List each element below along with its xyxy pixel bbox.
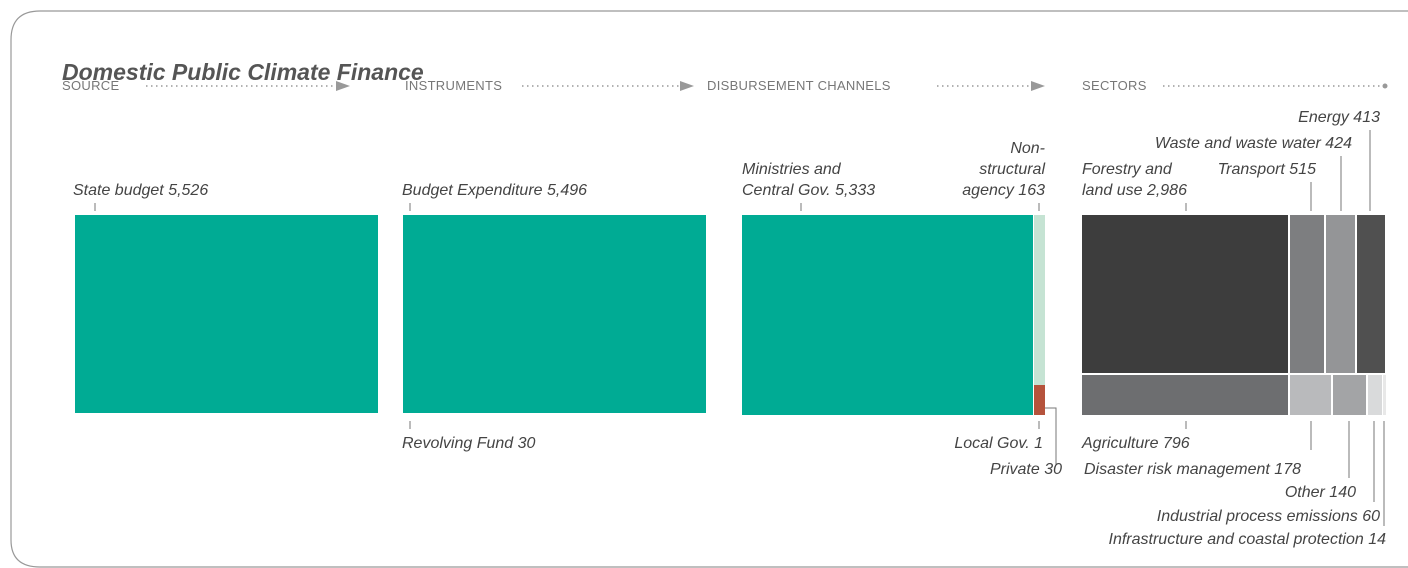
label: Other 140 <box>1285 484 1356 501</box>
label: Energy 413 <box>1298 109 1380 126</box>
label: Private 30 <box>990 461 1062 478</box>
label: Agriculture 796 <box>1081 435 1190 452</box>
arrow <box>336 81 350 91</box>
label: Non- <box>1010 140 1045 157</box>
block <box>1034 215 1045 385</box>
label: Ministries and <box>742 161 842 178</box>
stage: DISBURSEMENT CHANNELS <box>707 78 891 93</box>
label: Revolving Fund 30 <box>402 435 536 452</box>
block <box>1290 215 1324 373</box>
label: agency 163 <box>962 182 1045 199</box>
leader-line <box>94 130 1385 526</box>
stage: INSTRUMENTS <box>405 78 502 93</box>
block <box>1383 375 1386 415</box>
block <box>75 215 378 413</box>
arrow <box>1382 83 1388 89</box>
label: Local Gov. 1 <box>954 435 1043 452</box>
block <box>742 215 1033 415</box>
block <box>1357 215 1385 373</box>
block <box>1326 215 1355 373</box>
block <box>1368 375 1382 415</box>
title: Domestic Public Climate Finance <box>62 59 424 85</box>
label: State budget 5,526 <box>73 182 208 199</box>
block <box>1333 375 1366 415</box>
label: Forestry and <box>1082 161 1173 178</box>
block <box>1082 375 1288 415</box>
arrow <box>680 81 694 91</box>
block <box>1034 385 1045 415</box>
label: land use 2,986 <box>1082 182 1187 199</box>
block <box>1290 375 1331 415</box>
label: Infrastructure and coastal protection 14 <box>1109 531 1387 548</box>
label: Budget Expenditure 5,496 <box>402 182 587 199</box>
label: Industrial process emissions 60 <box>1157 508 1380 525</box>
label: Waste and waste water 424 <box>1155 135 1352 152</box>
arrow <box>1031 81 1045 91</box>
block <box>1082 215 1288 373</box>
label: structural <box>979 161 1045 178</box>
label: Transport 515 <box>1218 161 1317 178</box>
block <box>403 215 706 413</box>
label: Central Gov. 5,333 <box>742 182 875 199</box>
stage: SOURCE <box>62 78 119 93</box>
label: Disaster risk management 178 <box>1084 461 1301 478</box>
frame <box>10 10 1408 568</box>
stage: SECTORS <box>1082 78 1147 93</box>
